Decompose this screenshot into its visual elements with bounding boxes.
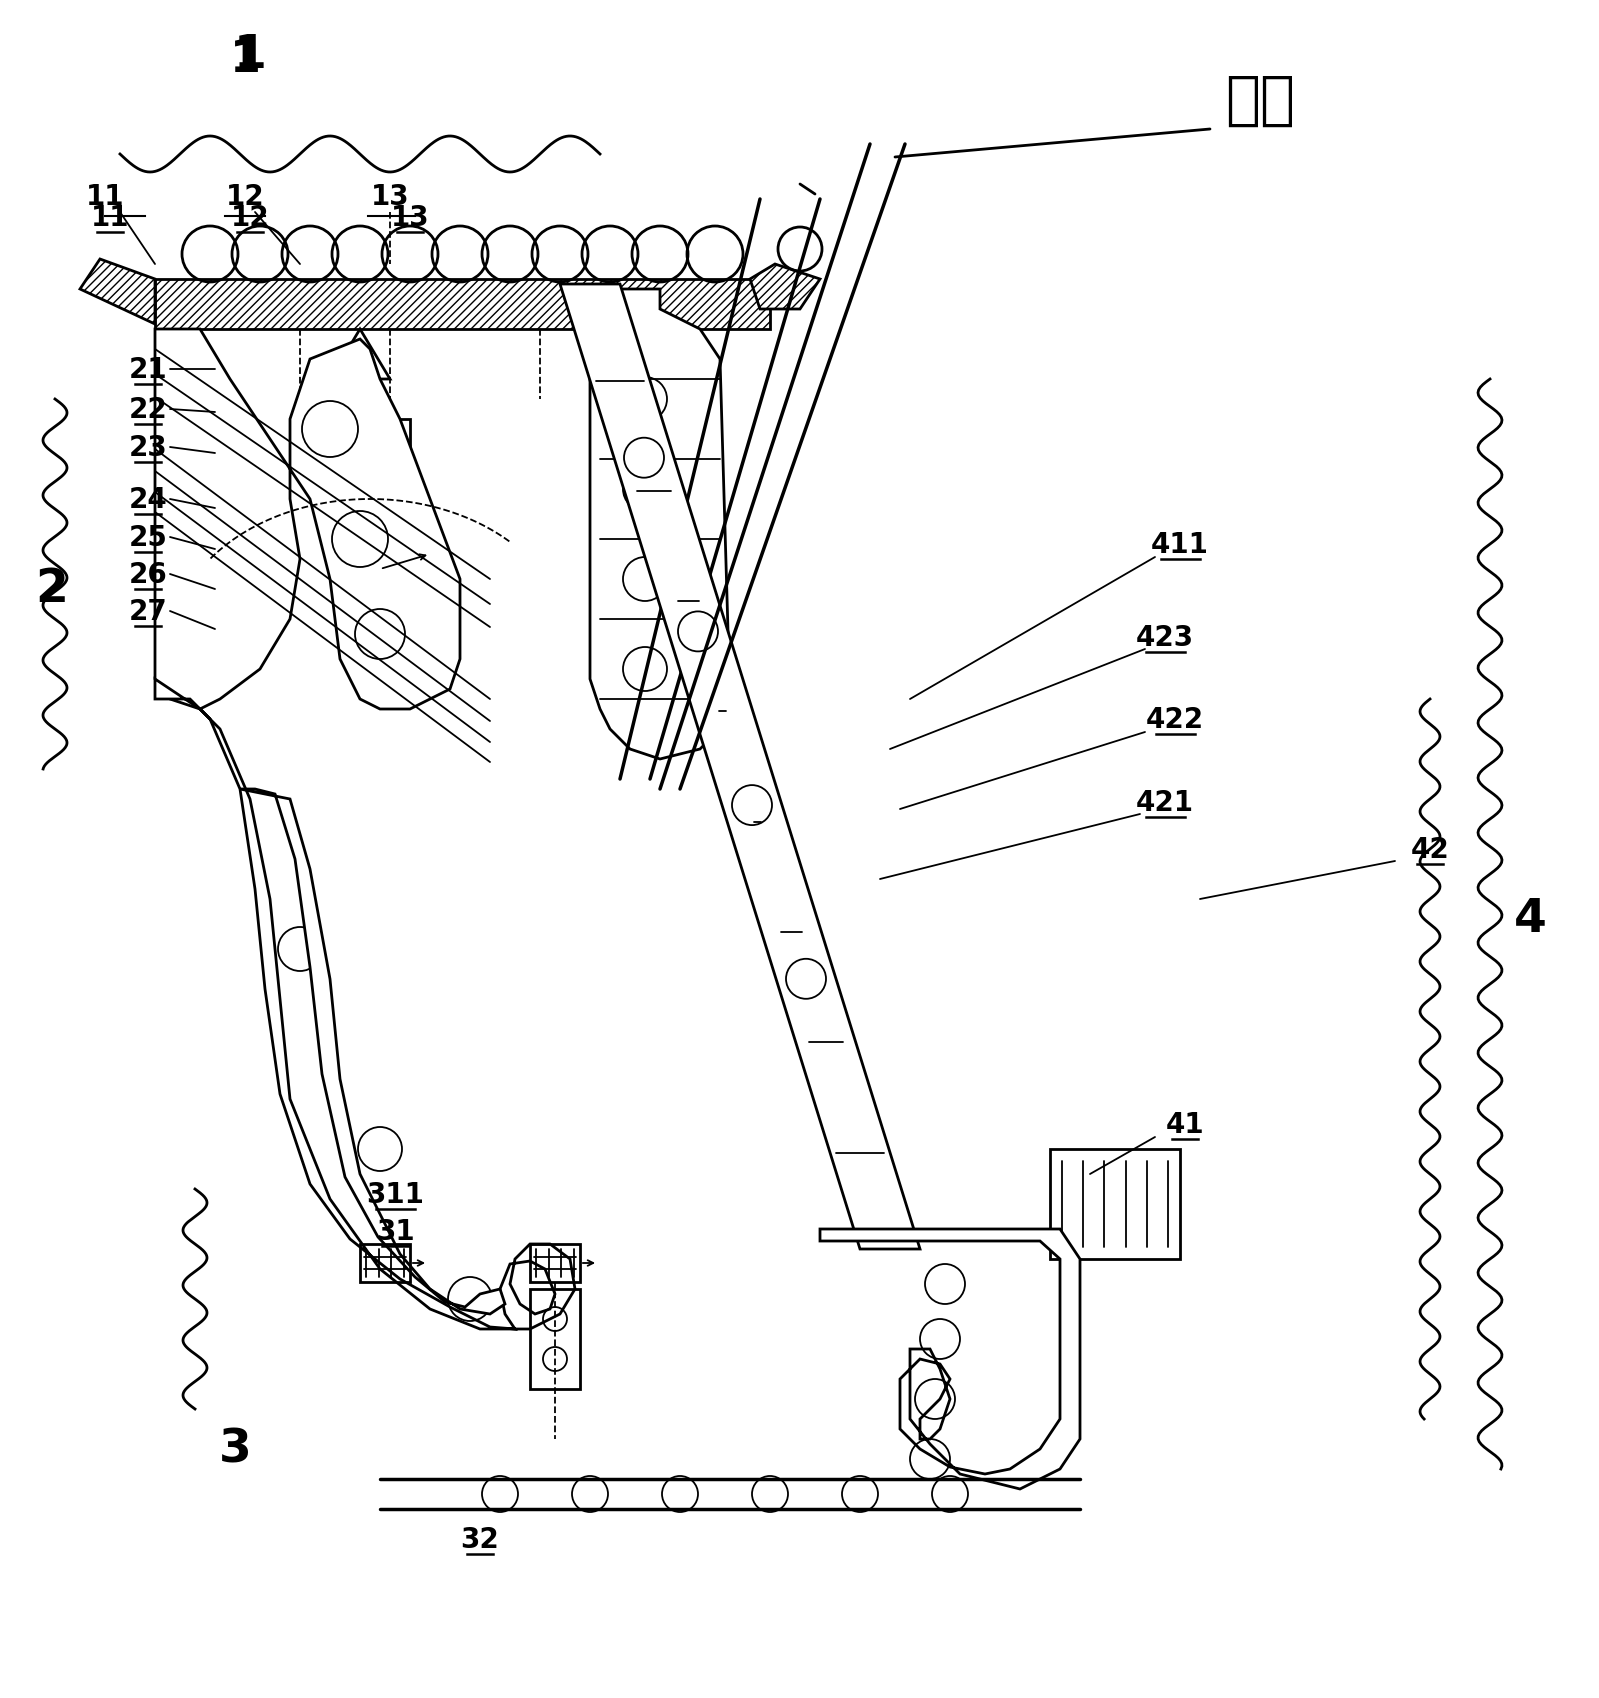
Polygon shape (329, 560, 390, 579)
Text: 42: 42 (1410, 835, 1449, 864)
Text: 1: 1 (233, 32, 267, 78)
Polygon shape (80, 260, 155, 324)
Bar (1051, 1150, 1180, 1260)
Bar (529, 1289, 580, 1389)
Text: 3: 3 (219, 1426, 251, 1472)
Text: 小球: 小球 (1225, 71, 1295, 129)
Text: 41: 41 (1166, 1110, 1204, 1138)
Polygon shape (155, 329, 461, 710)
Polygon shape (750, 265, 820, 309)
Text: 24: 24 (128, 486, 168, 514)
Text: 2: 2 (35, 567, 69, 613)
Polygon shape (155, 280, 771, 329)
Text: 13: 13 (390, 204, 429, 233)
Text: 21: 21 (128, 357, 168, 384)
Polygon shape (820, 1229, 1079, 1489)
Polygon shape (155, 679, 576, 1330)
Polygon shape (560, 285, 919, 1250)
Text: 32: 32 (461, 1525, 499, 1554)
Text: 22: 22 (128, 396, 168, 424)
Text: 12: 12 (230, 204, 269, 233)
Text: 31: 31 (376, 1217, 414, 1245)
Text: 26: 26 (128, 560, 168, 589)
Text: 12: 12 (225, 183, 264, 211)
Text: 25: 25 (128, 523, 168, 552)
Text: 4: 4 (1514, 897, 1546, 942)
Text: 422: 422 (1146, 706, 1204, 734)
Text: 23: 23 (128, 433, 168, 462)
Polygon shape (590, 290, 731, 759)
Polygon shape (240, 790, 505, 1314)
Bar (325, 419, 409, 560)
Text: 11: 11 (86, 183, 125, 211)
Bar (529, 1245, 580, 1282)
Text: 27: 27 (128, 598, 168, 625)
Text: 411: 411 (1151, 531, 1209, 559)
Text: 11: 11 (91, 204, 130, 233)
Text: 1: 1 (230, 39, 261, 82)
Text: 423: 423 (1135, 623, 1194, 652)
Text: 311: 311 (366, 1180, 424, 1209)
Text: 421: 421 (1135, 788, 1194, 817)
Text: 13: 13 (371, 183, 409, 211)
Bar (360, 1245, 409, 1282)
